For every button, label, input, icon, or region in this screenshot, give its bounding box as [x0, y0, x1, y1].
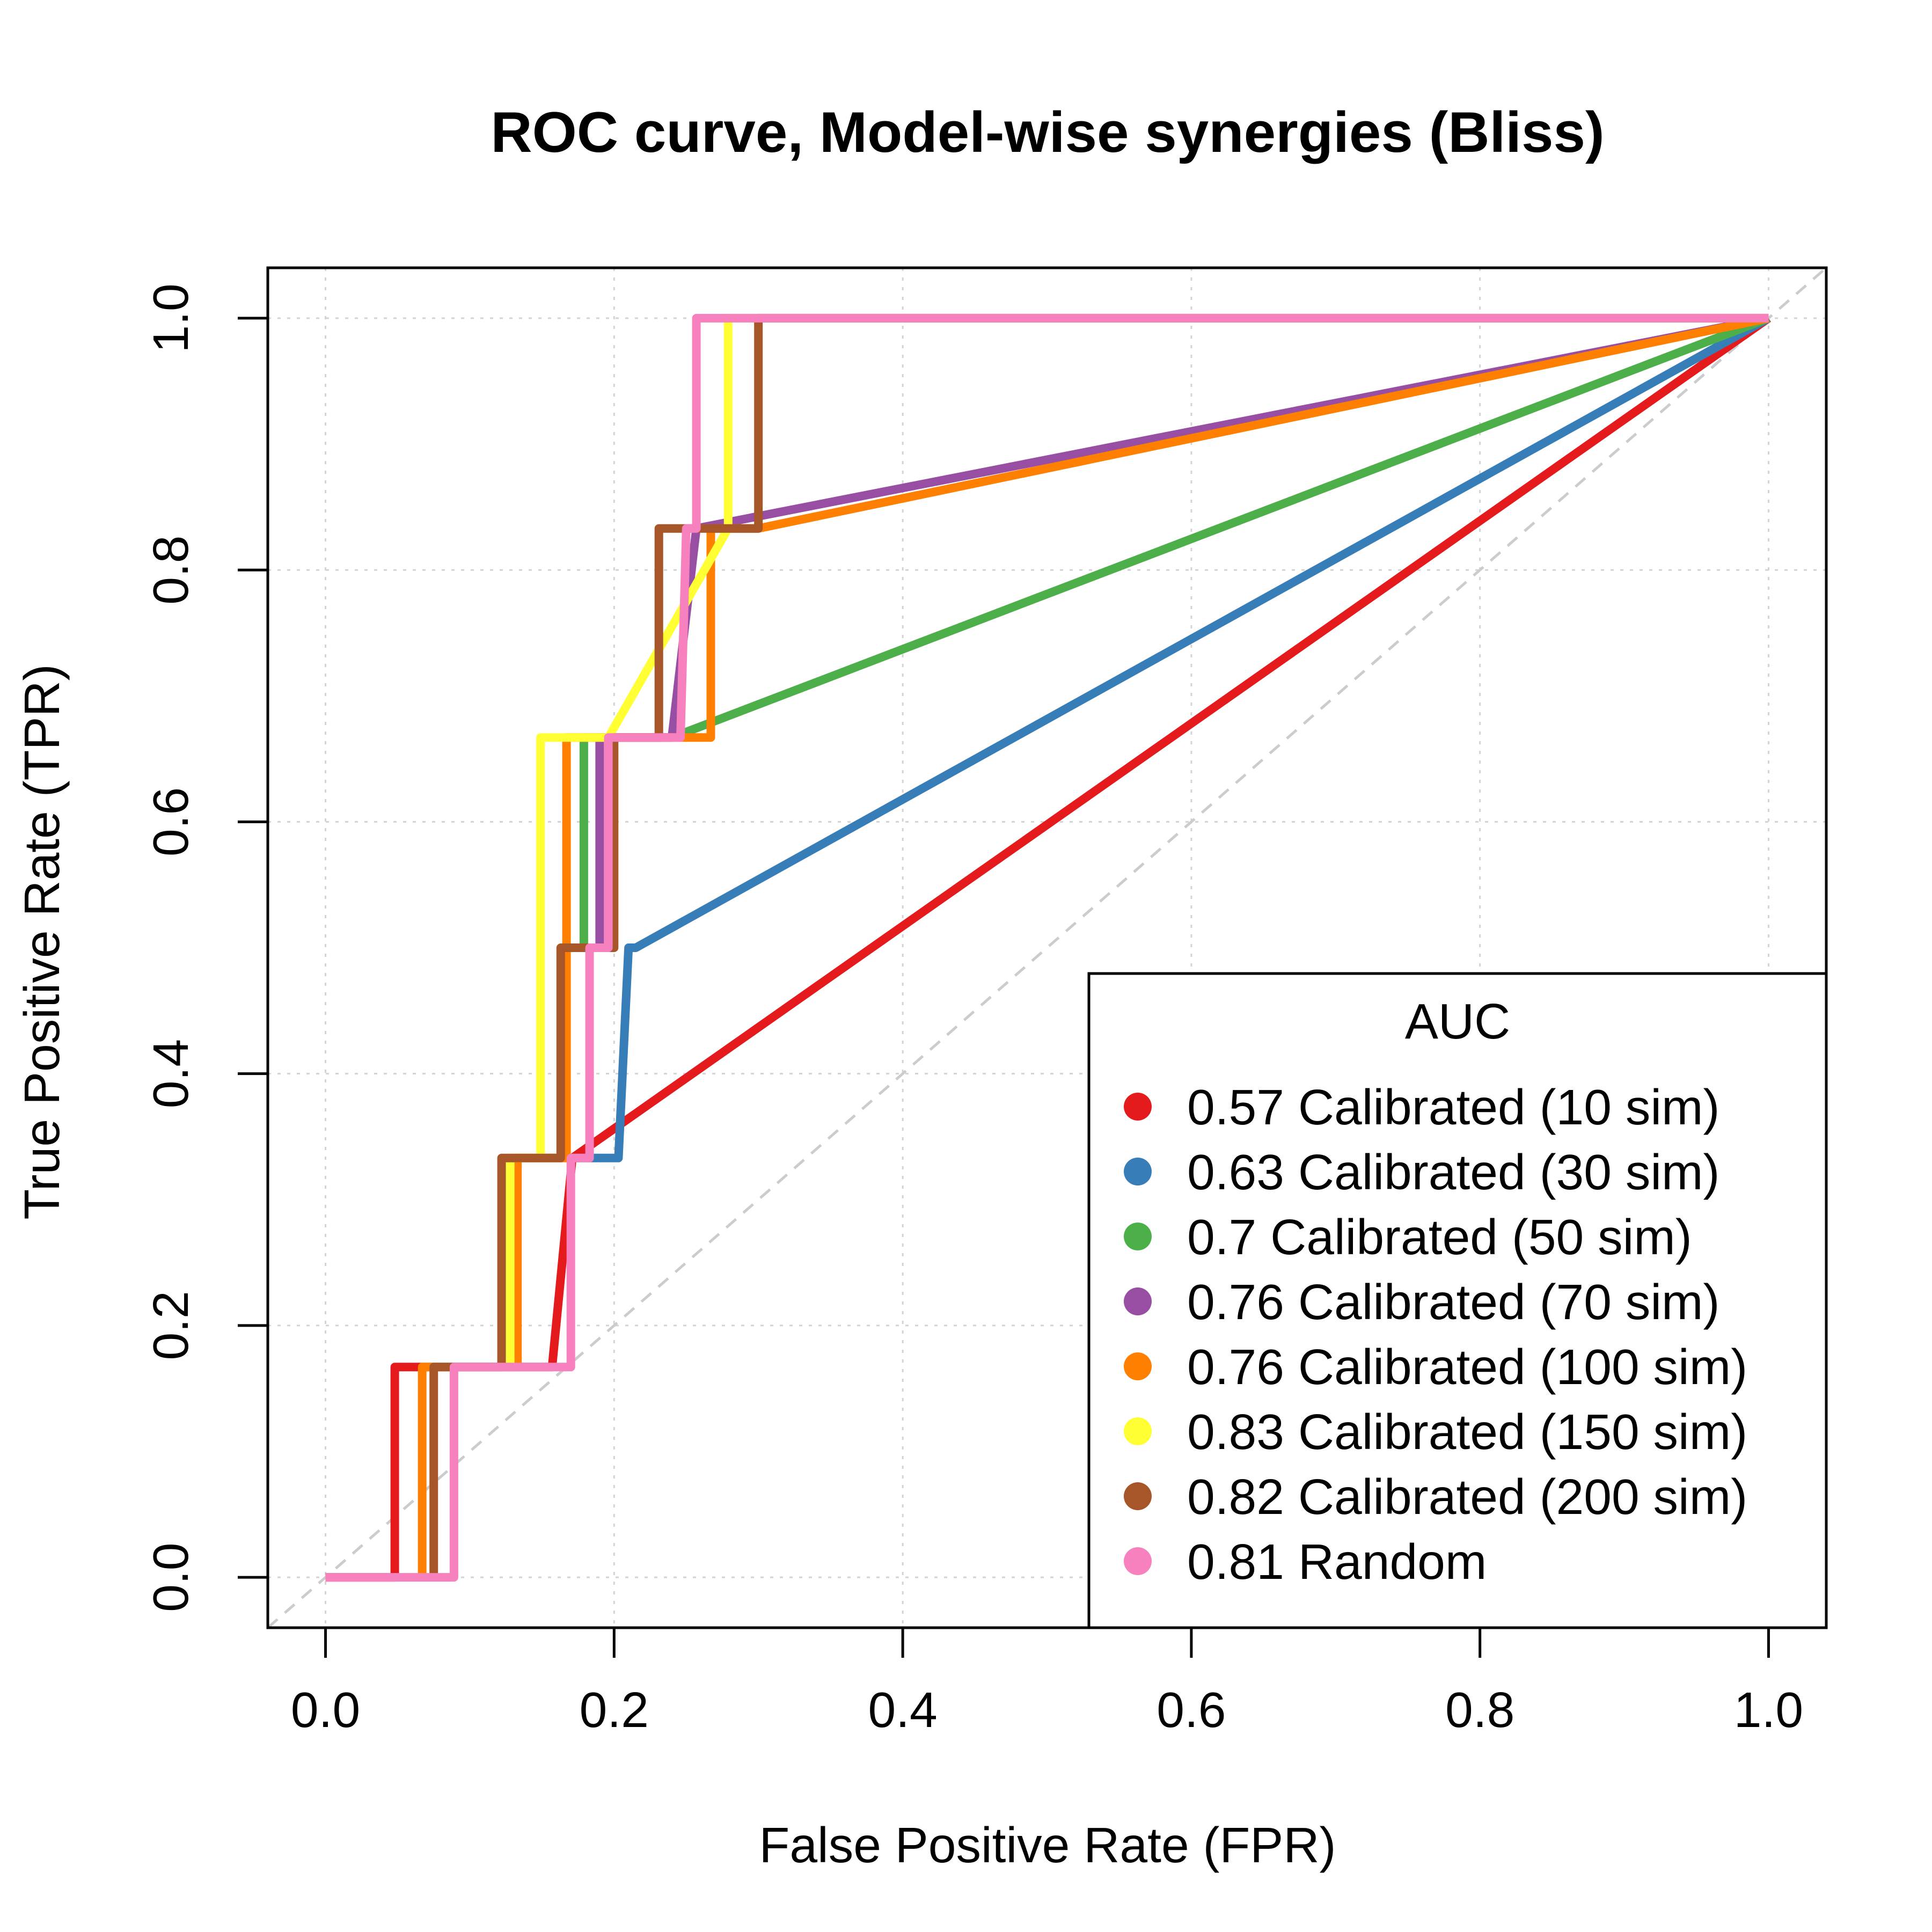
legend-marker-5	[1124, 1417, 1152, 1445]
y-tick-label-0: 0.0	[143, 1542, 199, 1612]
legend-marker-0	[1124, 1093, 1152, 1121]
legend-box	[1087, 972, 1828, 1629]
x-axis-ticks: 0.0 0.2 0.4 0.6 0.8 1.0	[291, 1628, 1803, 1738]
y-tick-label-3: 0.6	[143, 787, 199, 857]
chart-title: ROC curve, Model-wise synergies (Bliss)	[491, 100, 1604, 164]
legend-items: 0.57 Calibrated (10 sim) 0.63 Calibrated …	[1124, 1079, 1747, 1590]
legend-marker-1	[1124, 1158, 1152, 1185]
reference-diagonal	[267, 267, 1827, 1629]
x-tick-label-1: 0.2	[580, 1682, 649, 1738]
x-tick-label-4: 0.8	[1445, 1682, 1514, 1738]
legend-label-6: 0.82 Calibrated (200 sim)	[1187, 1469, 1747, 1525]
legend-title: AUC	[1405, 993, 1510, 1049]
legend-marker-7	[1124, 1547, 1152, 1575]
x-axis-label: False Positive Rate (FPR)	[759, 1817, 1336, 1873]
legend-label-3: 0.76 Calibrated (70 sim)	[1187, 1274, 1719, 1330]
legend-marker-2	[1124, 1223, 1152, 1250]
legend-marker-4	[1124, 1352, 1152, 1380]
y-axis-ticks: 0.0 0.2 0.4 0.6 0.8 1.0	[143, 283, 268, 1612]
x-tick-label-5: 1.0	[1734, 1682, 1803, 1738]
legend-label-7: 0.81 Random	[1187, 1534, 1487, 1590]
series-lines	[325, 313, 1771, 1582]
plot-area-border	[266, 266, 1828, 1629]
legend-label-0: 0.57 Calibrated (10 sim)	[1187, 1079, 1719, 1135]
x-tick-label-3: 0.6	[1157, 1682, 1226, 1738]
y-axis-label: True Positive Rate (TPR)	[14, 664, 70, 1219]
reference-line	[267, 267, 1827, 1629]
x-tick-label-0: 0.0	[291, 1682, 360, 1738]
y-tick-label-1: 0.2	[143, 1291, 199, 1360]
legend-label-4: 0.76 Calibrated (100 sim)	[1187, 1339, 1747, 1395]
legend: AUC 0.57 Calibrated (10 sim) 0.63 Calibra…	[1087, 972, 1828, 1629]
y-tick-label-2: 0.4	[143, 1039, 199, 1108]
x-tick-label-2: 0.4	[868, 1682, 937, 1738]
legend-label-1: 0.63 Calibrated (30 sim)	[1187, 1144, 1719, 1200]
y-tick-label-5: 1.0	[143, 283, 199, 353]
legend-marker-6	[1124, 1482, 1152, 1510]
legend-label-2: 0.7 Calibrated (50 sim)	[1187, 1209, 1692, 1265]
legend-marker-3	[1124, 1287, 1152, 1315]
series-line-7	[325, 313, 1769, 1582]
y-tick-label-4: 0.8	[143, 535, 199, 604]
series-line-1	[572, 314, 1771, 1162]
legend-label-5: 0.83 Calibrated (150 sim)	[1187, 1404, 1747, 1460]
